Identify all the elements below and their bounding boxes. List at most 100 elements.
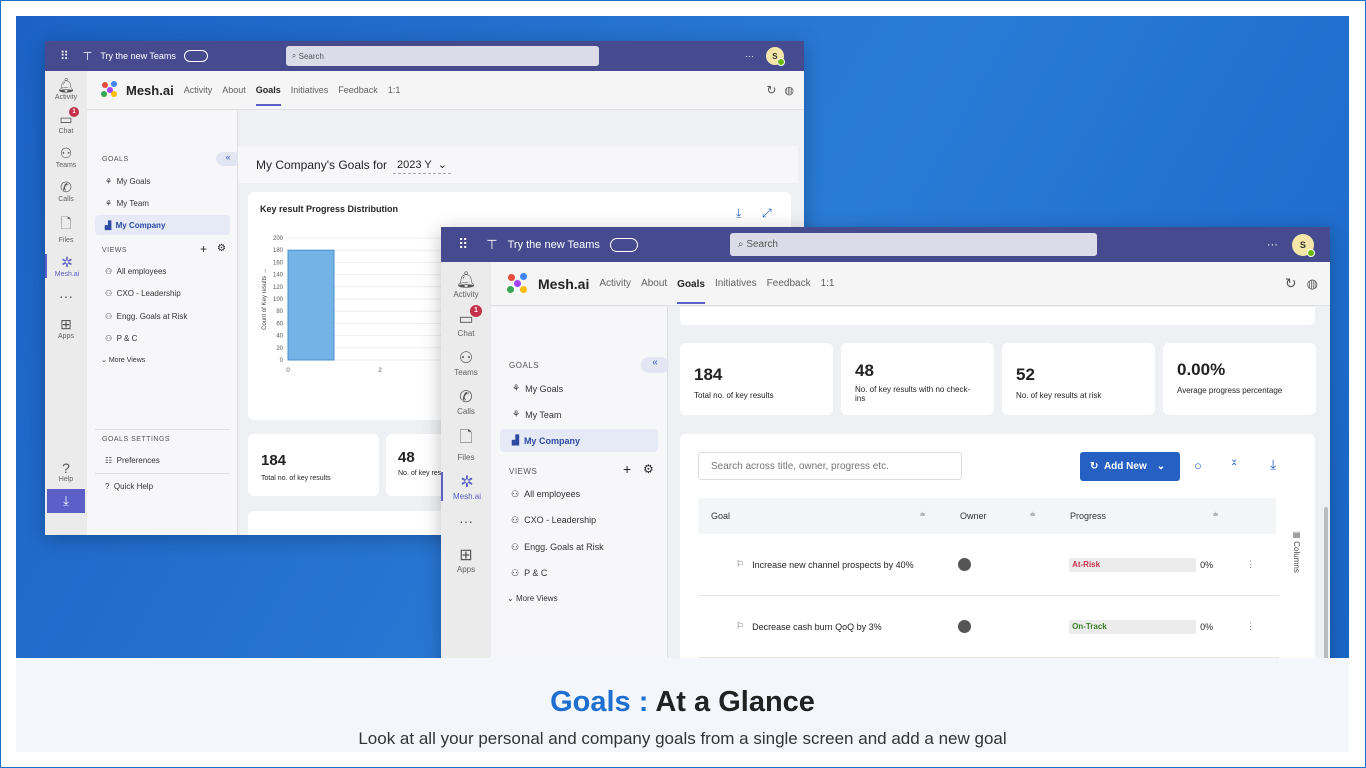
sidebar-item-my-goals[interactable]: ⚘ My Goals xyxy=(512,383,564,394)
add-new-button[interactable]: ↻ Add New ⌄ xyxy=(1080,452,1180,481)
globe-icon[interactable]: ◍ xyxy=(784,84,794,97)
column-progress[interactable]: Progress xyxy=(1070,511,1107,521)
chart-card-bottom-edge xyxy=(680,307,1315,325)
view-p-and-c[interactable]: ⚇ P & C xyxy=(105,333,138,343)
rail-teams[interactable]: ⚇ Teams xyxy=(45,145,87,169)
sidebar-item-my-company[interactable]: ▟ My Company xyxy=(500,429,658,452)
scrollbar[interactable] xyxy=(1324,507,1328,658)
progress-value: 0% xyxy=(1200,621,1214,632)
tab-initiatives[interactable]: Initiatives xyxy=(714,278,757,289)
rail-activity[interactable]: 🔔︎ Activity xyxy=(441,270,491,299)
expand-icon[interactable]: ⤢ xyxy=(762,206,772,220)
teams-window-front: ⠿ ⊤ Try the new Teams ⌕ Search ··· S 🔔︎ A… xyxy=(441,227,1330,658)
rail-more[interactable]: ··· xyxy=(441,513,491,529)
tab-one-on-one[interactable]: 1:1 xyxy=(387,85,401,95)
collapse-all-icon[interactable]: ⌄ ⌃ xyxy=(1230,454,1239,473)
view-engg-goals-at-risk[interactable]: ⚇ Engg. Goals at Risk xyxy=(105,311,188,321)
settings-icon[interactable]: ⚙ xyxy=(217,243,226,254)
rail-teams[interactable]: ⚇ Teams xyxy=(441,348,491,377)
rail-files[interactable]: 🗋︎ Files xyxy=(45,213,87,244)
sync-icon[interactable]: ○ xyxy=(1194,458,1202,473)
y-tick-label: 120 xyxy=(273,285,284,291)
sidebar-item-my-goals[interactable]: ⚘ My Goals xyxy=(105,176,151,186)
stat-card-total: 184 Total no. of key results xyxy=(248,434,379,496)
teams-search-input[interactable]: ⌕ Search xyxy=(729,233,1097,256)
download-app-button[interactable]: ⤓ xyxy=(47,489,85,513)
teams-search-input[interactable]: ⌕ Search xyxy=(285,46,599,66)
app-grid-icon[interactable]: ⠿ xyxy=(458,236,469,252)
goal-title[interactable]: Increase new channel prospects by 40% xyxy=(752,559,914,570)
refresh-icon[interactable]: ↻ xyxy=(766,83,777,97)
tab-goals[interactable]: Goals xyxy=(255,74,281,106)
user-avatar[interactable]: S xyxy=(1291,233,1315,257)
tab-feedback[interactable]: Feedback xyxy=(766,278,811,289)
tab-activity[interactable]: Activity xyxy=(183,85,213,95)
more-views-button[interactable]: ⌄ More Views xyxy=(507,594,558,603)
column-owner[interactable]: Owner xyxy=(960,511,987,521)
filter-icon[interactable]: ⩧ xyxy=(920,509,926,519)
goal-add-icon: ↻ xyxy=(1090,461,1104,472)
rail-calls[interactable]: ✆ Calls xyxy=(441,387,491,416)
rail-chat[interactable]: ▭ Chat 1 xyxy=(441,305,491,338)
view-all-employees[interactable]: ⚇ All employees xyxy=(511,488,581,500)
sidebar-item-my-team[interactable]: ⚘ My Team xyxy=(512,409,562,420)
user-avatar[interactable]: S xyxy=(765,47,785,66)
rail-apps[interactable]: ⊞ Apps xyxy=(441,545,491,574)
sidebar-item-my-company[interactable]: ▟ My Company xyxy=(95,215,230,235)
view-cxo-leadership[interactable]: ⚇ CXO - Leadership xyxy=(511,514,597,526)
stat-card-avg-progress: 0.00% Average progress percentage xyxy=(1163,343,1316,415)
add-view-icon[interactable]: + xyxy=(623,461,632,477)
tab-initiatives[interactable]: Initiatives xyxy=(290,85,329,95)
table-row[interactable]: ⚐ Decrease cash burn QoQ by 3% On-Track … xyxy=(698,596,1279,658)
rail-help[interactable]: ? Help xyxy=(45,460,87,483)
rail-apps[interactable]: ⊞ Apps xyxy=(45,316,87,340)
people-icon: ⚇ xyxy=(105,288,117,298)
filter-icon[interactable]: ⩧ xyxy=(1030,509,1036,519)
sidebar-item-my-team[interactable]: ⚘ My Team xyxy=(105,198,149,208)
collapse-sidebar-button[interactable]: « xyxy=(641,357,669,373)
x-tick-label: 2 xyxy=(378,368,382,374)
rail-mesh[interactable]: ✲ Mesh.ai xyxy=(441,472,491,501)
columns-icon: ▤ xyxy=(1292,530,1301,542)
collapse-sidebar-button[interactable]: « xyxy=(216,152,240,166)
year-select[interactable]: 2023 Y ⌄ xyxy=(393,156,452,174)
settings-icon[interactable]: ⚙ xyxy=(643,462,654,476)
refresh-icon[interactable]: ↻ xyxy=(1284,275,1297,291)
more-options-button[interactable]: ··· xyxy=(744,51,754,61)
goals-search-input[interactable] xyxy=(698,452,962,480)
rail-mesh[interactable]: ✲ Mesh.ai xyxy=(45,254,87,278)
view-p-and-c[interactable]: ⚇ P & C xyxy=(511,567,548,579)
rail-calls[interactable]: ✆ Calls xyxy=(45,179,87,203)
tab-one-on-one[interactable]: 1:1 xyxy=(820,278,835,289)
rail-activity[interactable]: 🔔︎ Activity xyxy=(45,77,87,101)
globe-icon[interactable]: ◍ xyxy=(1306,275,1318,291)
try-new-teams-toggle[interactable] xyxy=(183,50,208,62)
column-goal[interactable]: Goal xyxy=(711,511,731,521)
filter-icon[interactable]: ⩧ xyxy=(1213,509,1219,519)
add-view-icon[interactable]: + xyxy=(200,242,208,256)
quick-help-item[interactable]: ? Quick Help xyxy=(105,481,154,491)
tab-feedback[interactable]: Feedback xyxy=(338,85,378,95)
rail-more[interactable]: ··· xyxy=(45,288,87,304)
row-menu-icon[interactable]: ⋮ xyxy=(1246,559,1256,569)
tab-about[interactable]: About xyxy=(641,278,668,289)
preferences-item[interactable]: ☷ Preferences xyxy=(105,455,160,465)
tab-about[interactable]: About xyxy=(222,85,246,95)
view-cxo-leadership[interactable]: ⚇ CXO - Leadership xyxy=(105,288,181,298)
rail-chat[interactable]: ▭ Chat 1 xyxy=(45,107,87,135)
more-views-button[interactable]: ⌄ More Views xyxy=(101,356,146,365)
more-options-button[interactable]: ··· xyxy=(1266,238,1278,251)
try-new-teams-toggle[interactable] xyxy=(609,237,638,252)
download-icon[interactable]: ⤓ xyxy=(1270,456,1277,472)
download-chart-icon[interactable]: ⤓ xyxy=(736,206,742,220)
goal-title[interactable]: Decrease cash burn QoQ by 3% xyxy=(752,621,882,632)
tab-goals[interactable]: Goals xyxy=(677,264,705,304)
tab-activity[interactable]: Activity xyxy=(599,278,632,289)
app-grid-icon[interactable]: ⠿ xyxy=(60,49,69,63)
rail-files[interactable]: 🗋︎ Files xyxy=(441,426,491,462)
table-row[interactable]: ⚐ Increase new channel prospects by 40% … xyxy=(698,534,1279,596)
columns-toggle[interactable]: ▤ Columns xyxy=(1292,530,1301,573)
row-menu-icon[interactable]: ⋮ xyxy=(1246,621,1256,631)
view-all-employees[interactable]: ⚇ All employees xyxy=(105,266,167,276)
view-engg-goals-at-risk[interactable]: ⚇ Engg. Goals at Risk xyxy=(511,541,604,553)
